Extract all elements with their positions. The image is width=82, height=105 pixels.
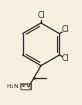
FancyBboxPatch shape: [21, 84, 32, 90]
Text: $\mathregular{H_2N}$: $\mathregular{H_2N}$: [6, 82, 19, 91]
Text: $\mathregular{NH_2^+}$: $\mathregular{NH_2^+}$: [19, 82, 34, 92]
Text: Cl: Cl: [62, 25, 70, 34]
Text: Cl: Cl: [37, 11, 45, 20]
Text: Cl: Cl: [62, 54, 70, 63]
